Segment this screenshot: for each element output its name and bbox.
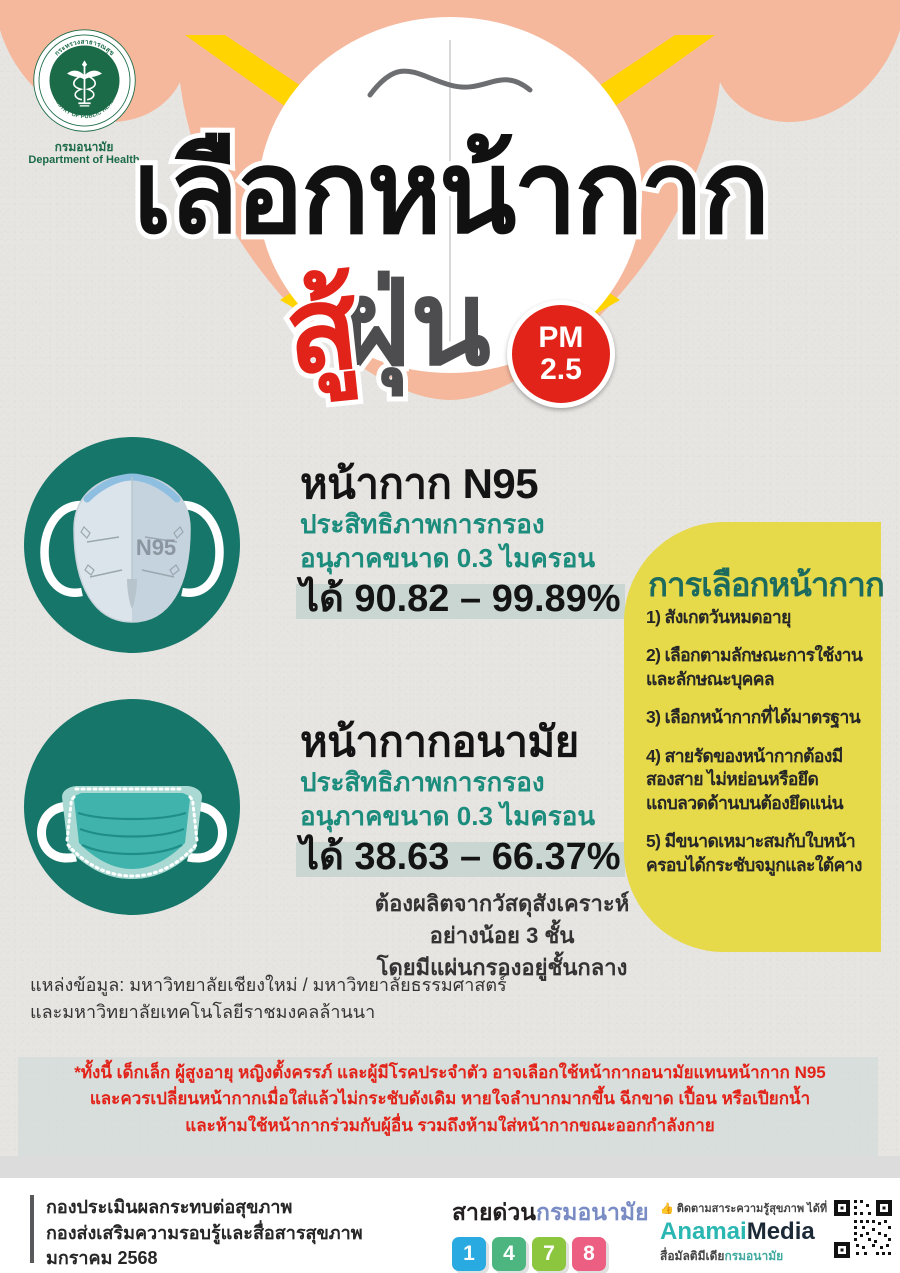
- svg-text:N95: N95: [136, 535, 176, 560]
